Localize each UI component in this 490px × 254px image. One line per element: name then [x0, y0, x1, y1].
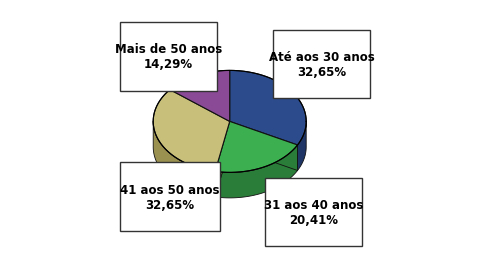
Text: Até aos 30 anos
32,65%: Até aos 30 anos 32,65%	[269, 51, 374, 79]
Polygon shape	[153, 121, 215, 197]
Polygon shape	[215, 122, 230, 197]
Polygon shape	[215, 122, 230, 197]
Text: 31 aos 40 anos
20,41%: 31 aos 40 anos 20,41%	[264, 198, 364, 226]
FancyBboxPatch shape	[120, 23, 217, 91]
Polygon shape	[215, 145, 297, 198]
Polygon shape	[170, 71, 230, 122]
Polygon shape	[297, 122, 306, 171]
FancyBboxPatch shape	[120, 163, 220, 231]
Polygon shape	[230, 122, 297, 171]
Polygon shape	[230, 71, 306, 145]
FancyBboxPatch shape	[273, 30, 370, 99]
FancyBboxPatch shape	[266, 178, 362, 246]
Polygon shape	[153, 90, 230, 172]
Text: 41 aos 50 anos
32,65%: 41 aos 50 anos 32,65%	[120, 183, 220, 211]
Polygon shape	[230, 122, 297, 171]
Polygon shape	[215, 122, 297, 173]
Text: Mais de 50 anos
14,29%: Mais de 50 anos 14,29%	[115, 43, 222, 71]
